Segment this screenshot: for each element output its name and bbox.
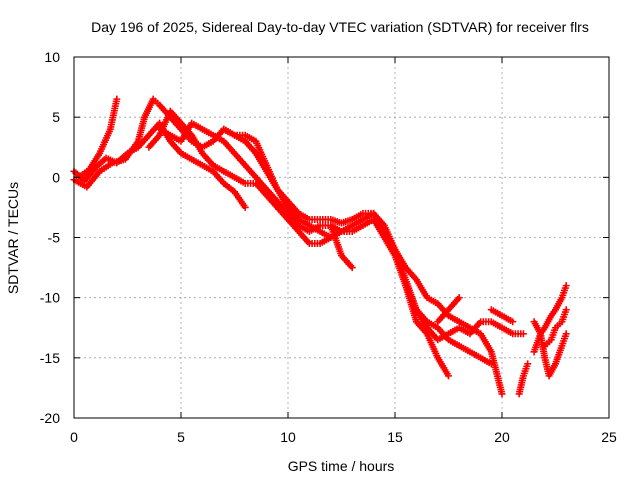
data-point	[562, 330, 570, 338]
data-point	[455, 294, 463, 302]
x-tick-label: 20	[494, 429, 510, 445]
series-track-4	[145, 107, 335, 248]
data-point	[348, 264, 356, 272]
ticks	[73, 56, 610, 419]
y-tick-label: -5	[48, 230, 61, 246]
series-track-14	[541, 306, 570, 350]
data-point	[113, 95, 121, 103]
x-tick-label: 25	[601, 429, 617, 445]
y-tick-label: 10	[44, 49, 60, 65]
y-tick-label: 0	[52, 169, 60, 185]
series-track-8	[402, 282, 495, 368]
series-track-7	[327, 221, 356, 272]
y-axis-label: SDTVAR / TECUs	[5, 182, 21, 294]
y-tick-label: -15	[40, 350, 60, 366]
x-axis-label: GPS time / hours	[288, 458, 395, 474]
y-tick-label: 5	[52, 109, 60, 125]
data-point	[509, 318, 517, 326]
x-tick-label: 10	[280, 429, 296, 445]
series-track-13	[530, 282, 570, 356]
series-track-2	[74, 95, 121, 181]
series-track-10	[487, 306, 517, 326]
y-tick-label: -10	[40, 290, 60, 306]
x-tick-label: 5	[177, 429, 185, 445]
x-tick-label: 0	[70, 429, 78, 445]
data-point	[562, 282, 570, 290]
series-track-11	[515, 360, 532, 398]
x-tick-label: 15	[387, 429, 403, 445]
data-point	[241, 203, 249, 211]
tick-labels: 0 5 10 15 20 25 -20 -15 -10 -5 0 5 10	[40, 49, 617, 445]
data-point	[524, 360, 532, 368]
y-tick-label: -20	[40, 410, 60, 426]
series-track-6	[220, 125, 506, 398]
data-point	[498, 390, 506, 398]
grid	[74, 57, 609, 418]
series-track-9	[434, 294, 463, 326]
data-point	[445, 372, 452, 380]
data-point	[562, 306, 570, 314]
data-point	[487, 360, 495, 368]
chart-title: Day 196 of 2025, Sidereal Day-to-day VTE…	[91, 19, 589, 35]
data-point	[519, 330, 527, 338]
data-layer	[70, 95, 570, 398]
